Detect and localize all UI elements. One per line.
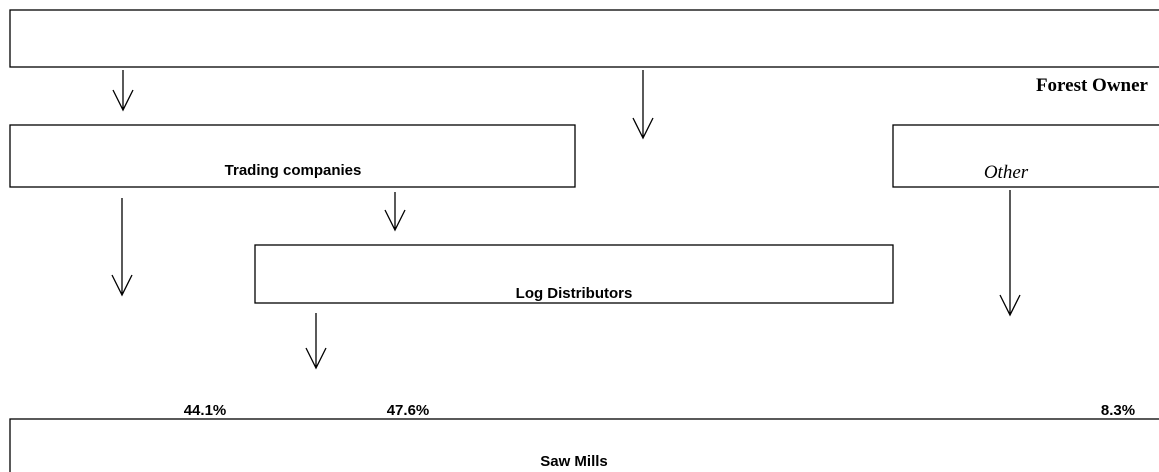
- saw-mills-box: [9, 418, 1159, 472]
- share-label: 8.3%: [1101, 402, 1135, 419]
- other-label: Other: [984, 162, 1029, 183]
- arrow: [112, 70, 134, 112]
- arrow: [384, 192, 406, 232]
- trading-companies-box: [9, 124, 576, 188]
- arrow: [111, 198, 133, 297]
- forest-owner-box: [9, 9, 1159, 68]
- arrow: [305, 313, 327, 370]
- share-label: 44.1%: [184, 402, 227, 419]
- saw-mills-label: Saw Mills: [540, 453, 608, 470]
- arrow: [632, 70, 654, 140]
- trading-companies-label: Trading companies: [225, 162, 362, 179]
- log-distributors-box: [254, 244, 894, 304]
- other-box: [892, 124, 1159, 188]
- share-label: 47.6%: [387, 402, 430, 419]
- forest-owner-label: Forest Owner: [1036, 75, 1149, 96]
- log-distributors-label: Log Distributors: [516, 285, 633, 302]
- arrow: [999, 190, 1021, 317]
